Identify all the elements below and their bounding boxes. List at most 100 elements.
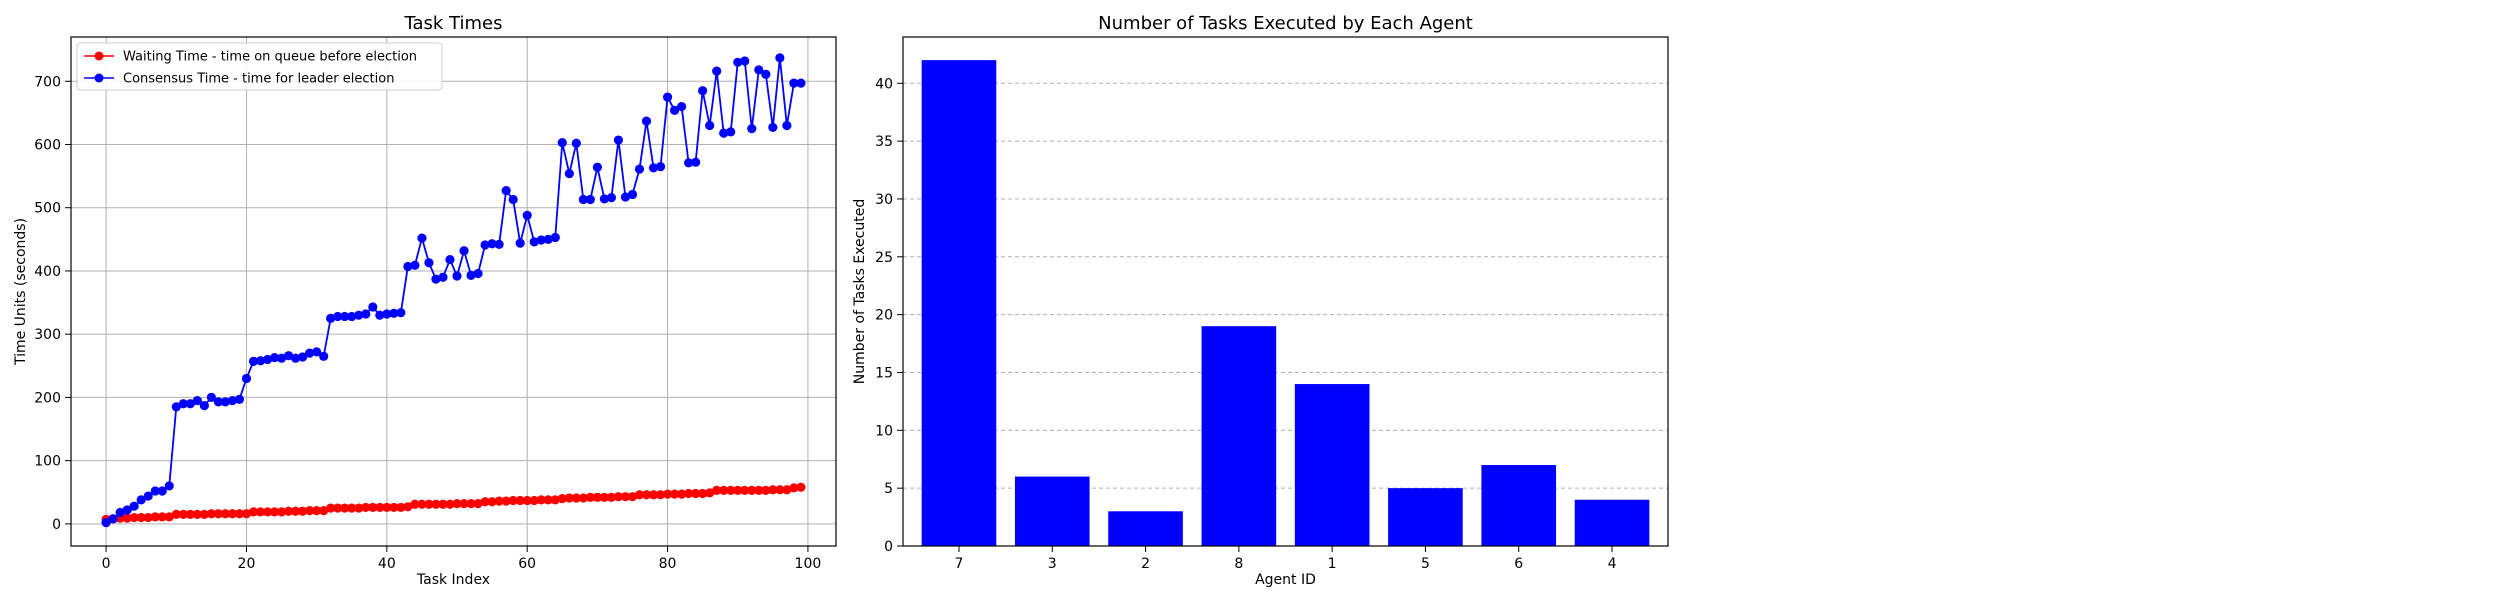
x-tick-label: 40: [378, 556, 396, 572]
data-point-consensus-time: [641, 116, 652, 126]
task-times-plot-frame: [70, 36, 837, 547]
data-point-consensus-time: [733, 57, 743, 67]
data-point-waiting-time: [691, 488, 701, 499]
data-point-waiting-time: [164, 512, 174, 522]
data-point-waiting-time: [501, 496, 511, 506]
data-point-waiting-time: [564, 493, 574, 503]
bar-agent-3: [1014, 476, 1090, 546]
data-point-consensus-time: [754, 65, 764, 75]
data-point-waiting-time: [648, 490, 659, 500]
data-point-waiting-time: [241, 509, 252, 519]
data-point-waiting-time: [761, 485, 771, 495]
legend-marker-waiting-time: [94, 51, 104, 61]
data-point-waiting-time: [375, 502, 385, 513]
data-point-waiting-time: [185, 509, 195, 519]
agent-tasks-x-ticks: 7 3 2 8 1 5 6 4: [955, 546, 1617, 572]
data-point-consensus-time: [234, 394, 245, 404]
data-point-waiting-time: [129, 512, 139, 523]
data-point-waiting-time: [255, 507, 266, 517]
data-point-consensus-time: [655, 162, 666, 172]
data-point-consensus-time: [648, 163, 659, 173]
task-times-legend: Waiting Time - time on queue before elec…: [76, 42, 443, 91]
data-point-waiting-time: [515, 495, 525, 506]
data-point-consensus-time: [719, 128, 729, 138]
agent-tasks-plot-frame: [902, 36, 1669, 547]
data-point-waiting-time: [508, 495, 518, 506]
data-point-waiting-time: [192, 509, 202, 519]
data-point-consensus-time: [606, 193, 617, 203]
x-tick-label: 2: [1141, 556, 1150, 572]
data-point-waiting-time: [789, 483, 799, 493]
data-point-waiting-time: [382, 502, 392, 513]
x-tick-label: 4: [1608, 556, 1617, 572]
data-point-consensus-time: [396, 308, 406, 318]
bar-agent-6: [1481, 465, 1557, 546]
y-tick-label: 0: [52, 517, 61, 533]
data-point-waiting-time: [248, 507, 259, 517]
data-point-consensus-time: [333, 311, 343, 322]
agent-tasks-y-ticks: 0 5 10 15 20 25 30 35 40: [875, 76, 903, 555]
data-point-waiting-time: [452, 499, 462, 509]
agent-tasks-title: Number of Tasks Executed by Each Agent: [1098, 13, 1473, 34]
data-point-waiting-time: [634, 490, 645, 500]
data-point-waiting-time: [613, 492, 624, 502]
data-point-waiting-time: [178, 509, 188, 519]
data-point-waiting-time: [571, 493, 581, 503]
data-point-consensus-time: [347, 311, 357, 322]
data-point-waiting-time: [655, 490, 666, 500]
data-point-consensus-time: [424, 258, 434, 268]
data-point-waiting-time: [143, 512, 153, 523]
data-point-waiting-time: [662, 489, 673, 499]
data-point-consensus-time: [585, 194, 595, 205]
data-point-waiting-time: [403, 502, 413, 512]
agent-tasks-y-axis-label: Number of Tasks Executed: [852, 199, 868, 384]
data-point-consensus-time: [613, 135, 624, 145]
data-point-consensus-time: [712, 66, 722, 76]
bar-agent-5: [1388, 488, 1463, 546]
data-point-waiting-time: [122, 513, 132, 523]
data-point-waiting-time: [445, 499, 455, 509]
data-point-waiting-time: [782, 485, 792, 495]
data-point-waiting-time: [627, 492, 638, 502]
data-point-waiting-time: [606, 492, 617, 502]
data-point-consensus-time: [185, 399, 195, 409]
data-point-waiting-time: [529, 495, 539, 506]
data-point-waiting-time: [431, 499, 441, 509]
bar-agent-8: [1201, 326, 1277, 546]
legend-entry-consensus-time: Consensus Time - time for leader electio…: [84, 72, 394, 87]
data-point-consensus-time: [290, 353, 301, 363]
data-point-consensus-time: [529, 237, 539, 247]
data-point-waiting-time: [677, 489, 687, 499]
data-point-consensus-time: [326, 313, 336, 323]
data-point-waiting-time: [290, 506, 301, 516]
data-point-waiting-time: [438, 499, 448, 509]
bar-agent-7: [921, 60, 997, 546]
data-point-waiting-time: [550, 495, 560, 505]
data-point-consensus-time: [592, 162, 602, 172]
data-point-consensus-time: [101, 518, 111, 528]
y-tick-label: 30: [875, 192, 893, 208]
data-point-consensus-time: [248, 356, 259, 366]
y-tick-label: 35: [875, 134, 893, 150]
bar-agent-1: [1294, 384, 1370, 546]
data-point-consensus-time: [501, 186, 511, 196]
data-point-consensus-time: [298, 352, 308, 362]
y-tick-label: 200: [34, 390, 61, 406]
data-point-consensus-time: [403, 261, 413, 272]
legend-entry-waiting-time: Waiting Time - time on queue before elec…: [84, 50, 417, 65]
data-point-consensus-time: [255, 356, 266, 366]
data-point-consensus-time: [417, 233, 427, 243]
data-point-consensus-time: [361, 309, 371, 319]
y-tick-label: 0: [884, 539, 893, 555]
data-point-consensus-time: [466, 270, 476, 280]
data-point-consensus-time: [283, 351, 294, 361]
data-point-consensus-time: [445, 254, 455, 265]
data-point-consensus-time: [319, 351, 329, 361]
data-point-consensus-time: [620, 192, 631, 202]
data-point-consensus-time: [136, 495, 146, 505]
data-point-consensus-time: [199, 401, 209, 411]
data-point-consensus-time: [262, 354, 273, 365]
data-point-waiting-time: [733, 485, 743, 495]
data-point-waiting-time: [206, 509, 216, 519]
data-point-waiting-time: [726, 485, 736, 495]
